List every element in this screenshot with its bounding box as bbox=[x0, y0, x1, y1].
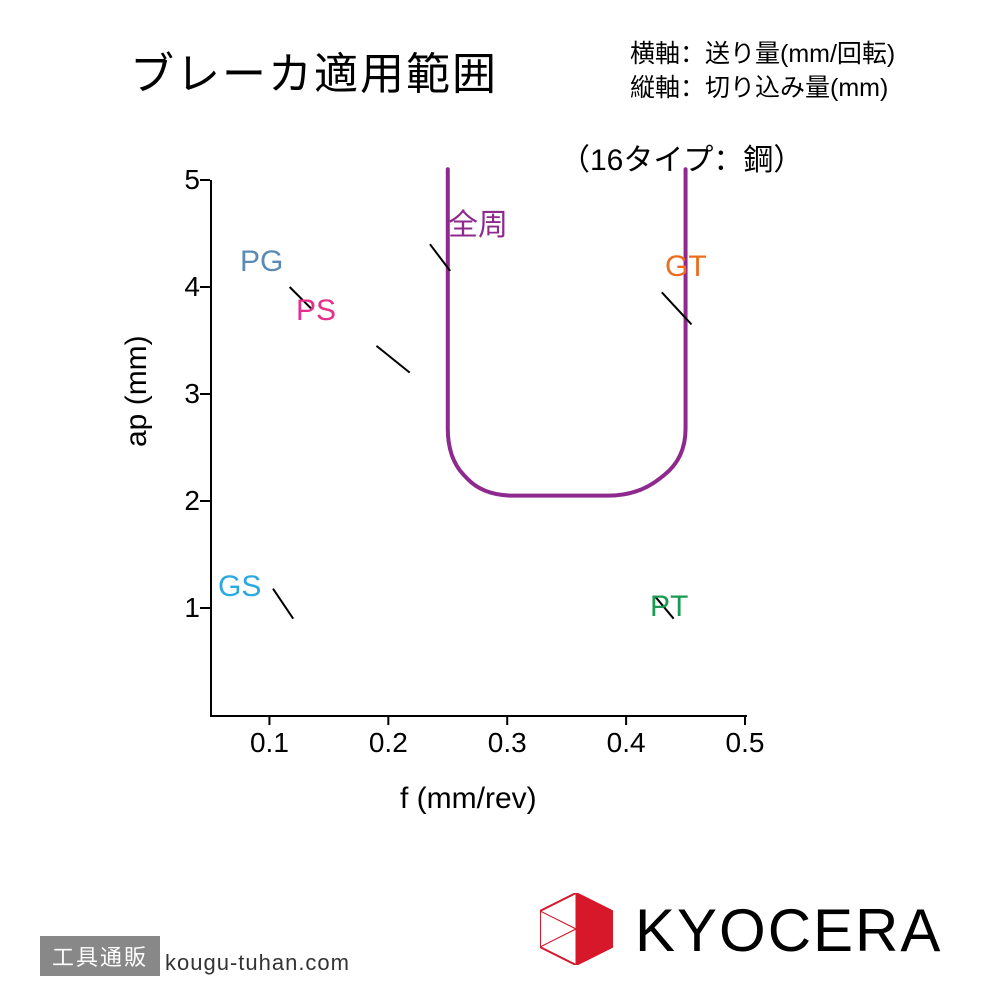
series-label-ZEN: 全周 bbox=[448, 200, 508, 244]
axis-note-x: 横軸：送り量(mm/回転) bbox=[630, 38, 895, 72]
footer: 工具通販 kougu-tuhan.com KYOCERA bbox=[0, 880, 1000, 1000]
axis-note-y: 縦軸：切り込み量(mm) bbox=[630, 72, 895, 106]
chart-subtitle: （16タイプ：鋼） bbox=[560, 135, 803, 179]
x-tick: 0.1 bbox=[239, 727, 299, 759]
x-tick: 0.5 bbox=[715, 727, 775, 759]
y-axis-label: ap (mm) bbox=[120, 335, 154, 447]
series-label-PS: PS bbox=[296, 294, 336, 328]
series-label-GS: GS bbox=[218, 570, 261, 604]
chart-title: ブレーカ適用範囲 bbox=[130, 38, 498, 102]
svg-text:KYOCERA: KYOCERA bbox=[635, 897, 942, 964]
vendor-url: kougu-tuhan.com bbox=[165, 950, 350, 976]
axis-note: 横軸：送り量(mm/回転) 縦軸：切り込み量(mm) bbox=[630, 38, 895, 106]
y-tick: 1 bbox=[160, 592, 200, 624]
series-label-PG: PG bbox=[240, 245, 283, 279]
series-label-GT: GT bbox=[665, 250, 707, 284]
y-tick: 2 bbox=[160, 485, 200, 517]
series-label-PT: PT bbox=[650, 590, 688, 624]
y-tick: 3 bbox=[160, 378, 200, 410]
kyocera-logo: KYOCERA bbox=[540, 893, 960, 970]
y-tick: 4 bbox=[160, 271, 200, 303]
x-axis-label: f (mm/rev) bbox=[400, 782, 537, 816]
x-tick: 0.2 bbox=[358, 727, 418, 759]
y-tick: 5 bbox=[160, 164, 200, 196]
vendor-badge: 工具通販 bbox=[40, 936, 160, 976]
x-tick: 0.3 bbox=[477, 727, 537, 759]
x-tick: 0.4 bbox=[596, 727, 656, 759]
